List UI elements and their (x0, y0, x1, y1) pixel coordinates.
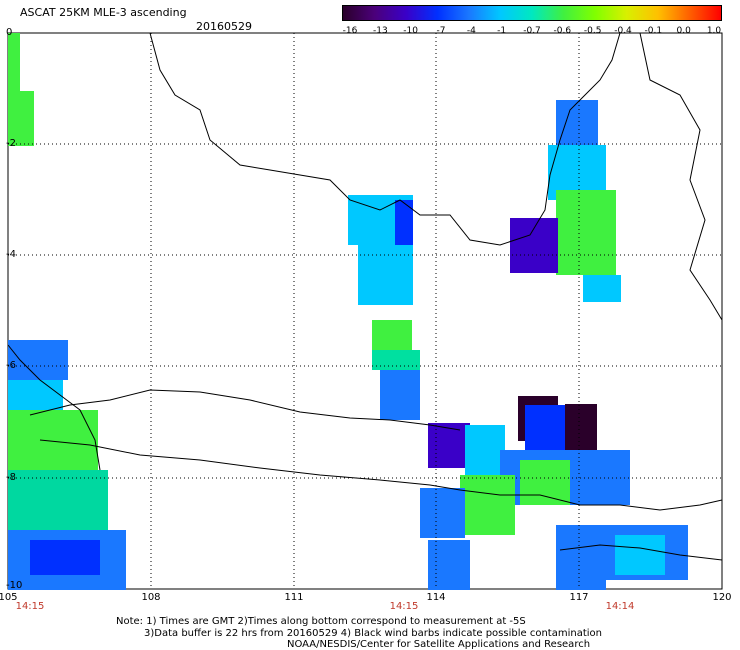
colorbar-tick-label: 0.0 (676, 26, 691, 36)
note-line-2: 3)Data buffer is 22 hrs from 20160529 4)… (144, 628, 602, 639)
coastline-java-north (29, 389, 461, 431)
lat-label-0: 0 (6, 27, 13, 38)
colorbar-tick-label: -13 (372, 26, 388, 36)
note-line-1: Note: 1) Times are GMT 2)Times along bot… (116, 616, 526, 627)
swath-east (420, 100, 688, 590)
note-line-3: NOAA/NESDIS/Center for Satellite Applica… (287, 639, 591, 650)
lon-label-108: 108 (141, 592, 161, 603)
time-label-east: 14:14 (605, 601, 635, 612)
lon-label-111: 111 (284, 592, 304, 603)
lat-label-minus6: -6 (6, 360, 16, 371)
lat-label-minus10: -10 (6, 580, 23, 591)
lon-label-117: 117 (569, 592, 589, 603)
lat-label-minus8: -8 (6, 472, 16, 483)
lon-label-114: 114 (426, 592, 446, 603)
coastline-sulawesi (639, 32, 723, 321)
time-label-west: 14:15 (15, 601, 45, 612)
lon-label-105: 105 (0, 592, 18, 603)
colorbar-tick-label: -4 (466, 26, 476, 36)
colorbar-tick-label: -0.4 (614, 26, 632, 36)
colorbar-tick-label: -0.1 (644, 26, 663, 36)
map-frame (7, 32, 723, 590)
lat-label-minus2: -2 (6, 138, 16, 149)
map-date: 20160529 (196, 20, 252, 33)
colorbar-tick-label: -16 (342, 26, 358, 36)
colorbar (342, 5, 722, 21)
colorbar-tick-label: -7 (436, 26, 446, 36)
coastline-java-south (39, 439, 461, 491)
swath-west-coast (8, 33, 126, 590)
colorbar-tick-label: -0.5 (583, 26, 602, 36)
graticule (8, 33, 722, 589)
lon-label-120: 120 (712, 592, 732, 603)
coastline-sumba (559, 544, 723, 561)
time-label-central: 14:15 (389, 601, 419, 612)
colorbar-tick-label: 1.0 (706, 26, 722, 36)
swath-central (348, 195, 420, 420)
colorbar-tick-label: -0.6 (553, 26, 572, 36)
colorbar-tick-label: -10 (403, 26, 419, 36)
map-title: ASCAT 25KM MLE-3 ascending (20, 6, 187, 19)
colorbar-tick-label: -0.7 (523, 26, 541, 36)
coastline-lesser-sunda (459, 489, 723, 511)
lat-label-minus4: -4 (6, 249, 16, 260)
coastline-borneo (149, 32, 621, 246)
coastline-sumatra (7, 344, 101, 471)
coastlines (7, 32, 723, 561)
colorbar-tick-label: -1 (497, 26, 507, 36)
